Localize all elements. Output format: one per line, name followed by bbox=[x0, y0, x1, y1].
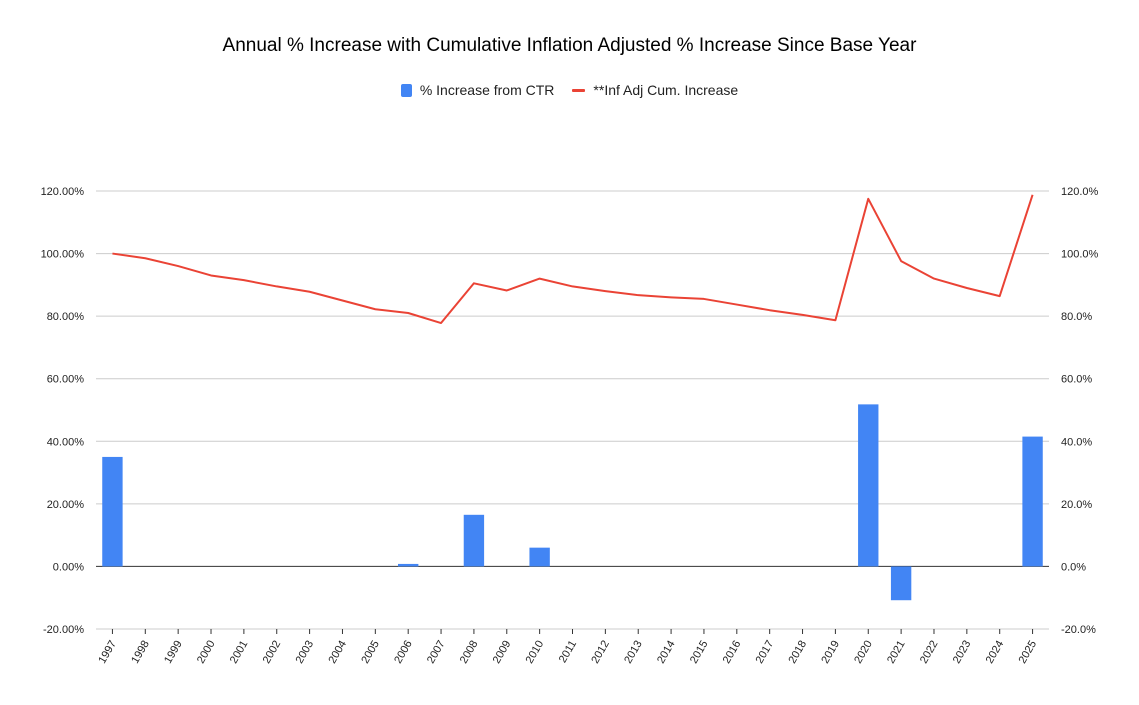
x-tick-label-2006: 2006 bbox=[392, 639, 415, 666]
x-tick-label-2020: 2020 bbox=[852, 639, 875, 666]
chart-legend: % Increase from CTR **Inf Adj Cum. Incre… bbox=[0, 82, 1139, 98]
y-left-tick-label: 40.00% bbox=[47, 436, 85, 448]
y-left-tick-label: 80.00% bbox=[47, 311, 85, 323]
x-tick-label-2012: 2012 bbox=[589, 639, 612, 666]
x-tick-label-2002: 2002 bbox=[261, 639, 284, 666]
x-tick-label-2015: 2015 bbox=[688, 639, 711, 666]
y-right-tick-label: 80.0% bbox=[1061, 311, 1092, 323]
x-tick-label-1999: 1999 bbox=[162, 639, 185, 666]
x-tick-label-2000: 2000 bbox=[195, 639, 218, 666]
y-right-tick-label: -20.0% bbox=[1061, 624, 1096, 636]
x-tick-label-2017: 2017 bbox=[754, 639, 777, 666]
y-left-tick-label: 120.00% bbox=[41, 186, 85, 198]
bar-2006 bbox=[398, 563, 419, 567]
y-right-tick-label: 100.0% bbox=[1061, 249, 1099, 261]
legend-item-line[interactable]: **Inf Adj Cum. Increase bbox=[572, 82, 738, 98]
x-tick-label-2023: 2023 bbox=[951, 639, 974, 666]
legend-label-bars: % Increase from CTR bbox=[419, 82, 555, 98]
x-tick-label-2016: 2016 bbox=[721, 639, 744, 666]
bar-2010 bbox=[529, 547, 550, 567]
x-tick-label-1998: 1998 bbox=[129, 639, 152, 666]
x-tick-label-2007: 2007 bbox=[425, 639, 448, 666]
x-tick-label-2022: 2022 bbox=[918, 639, 941, 666]
x-tick-label-1997: 1997 bbox=[96, 639, 119, 666]
chart-title: Annual % Increase with Cumulative Inflat… bbox=[222, 35, 917, 56]
x-tick-label-2001: 2001 bbox=[228, 639, 251, 666]
y-right-tick-label: 60.0% bbox=[1061, 374, 1092, 386]
x-tick-label-2011: 2011 bbox=[557, 639, 579, 665]
x-tick-label-2025: 2025 bbox=[1017, 639, 1040, 666]
x-tick-label-2009: 2009 bbox=[491, 639, 514, 666]
bar-2020 bbox=[858, 404, 879, 567]
bar-1997 bbox=[102, 456, 123, 567]
y-left-tick-label: -20.00% bbox=[43, 624, 84, 636]
x-tick-label-2003: 2003 bbox=[294, 639, 317, 666]
legend-label-line: **Inf Adj Cum. Increase bbox=[593, 82, 739, 98]
x-tick-label-2005: 2005 bbox=[359, 639, 382, 666]
legend-item-bars[interactable]: % Increase from CTR bbox=[400, 82, 555, 98]
x-tick-label-2021: 2021 bbox=[885, 639, 908, 666]
x-tick-label-2010: 2010 bbox=[524, 639, 547, 666]
bar-2008 bbox=[463, 514, 485, 567]
y-left-tick-label: 60.00% bbox=[47, 374, 85, 386]
x-tick-label-2004: 2004 bbox=[326, 639, 349, 666]
x-tick-label-2013: 2013 bbox=[622, 639, 645, 666]
y-right-tick-label: 20.0% bbox=[1061, 499, 1092, 511]
y-right-tick-label: 0.0% bbox=[1061, 561, 1086, 573]
y-right-tick-label: 120.0% bbox=[1061, 186, 1099, 198]
x-tick-label-2024: 2024 bbox=[984, 639, 1007, 666]
bar-2025 bbox=[1022, 436, 1043, 567]
y-right-tick-label: 40.0% bbox=[1061, 436, 1092, 448]
x-tick-label-2008: 2008 bbox=[458, 639, 481, 666]
bar-2021 bbox=[890, 566, 912, 601]
legend-swatch-line bbox=[572, 88, 586, 92]
y-left-tick-label: 0.00% bbox=[53, 561, 84, 573]
y-left-tick-label: 100.00% bbox=[41, 249, 85, 261]
x-tick-label-2014: 2014 bbox=[655, 639, 678, 666]
legend-swatch-bars bbox=[400, 83, 412, 97]
x-tick-label-2018: 2018 bbox=[786, 639, 809, 666]
line-series-inf-adj-cum-increase bbox=[112, 194, 1034, 325]
x-tick-label-2019: 2019 bbox=[819, 639, 842, 666]
y-left-tick-label: 20.00% bbox=[47, 499, 85, 511]
